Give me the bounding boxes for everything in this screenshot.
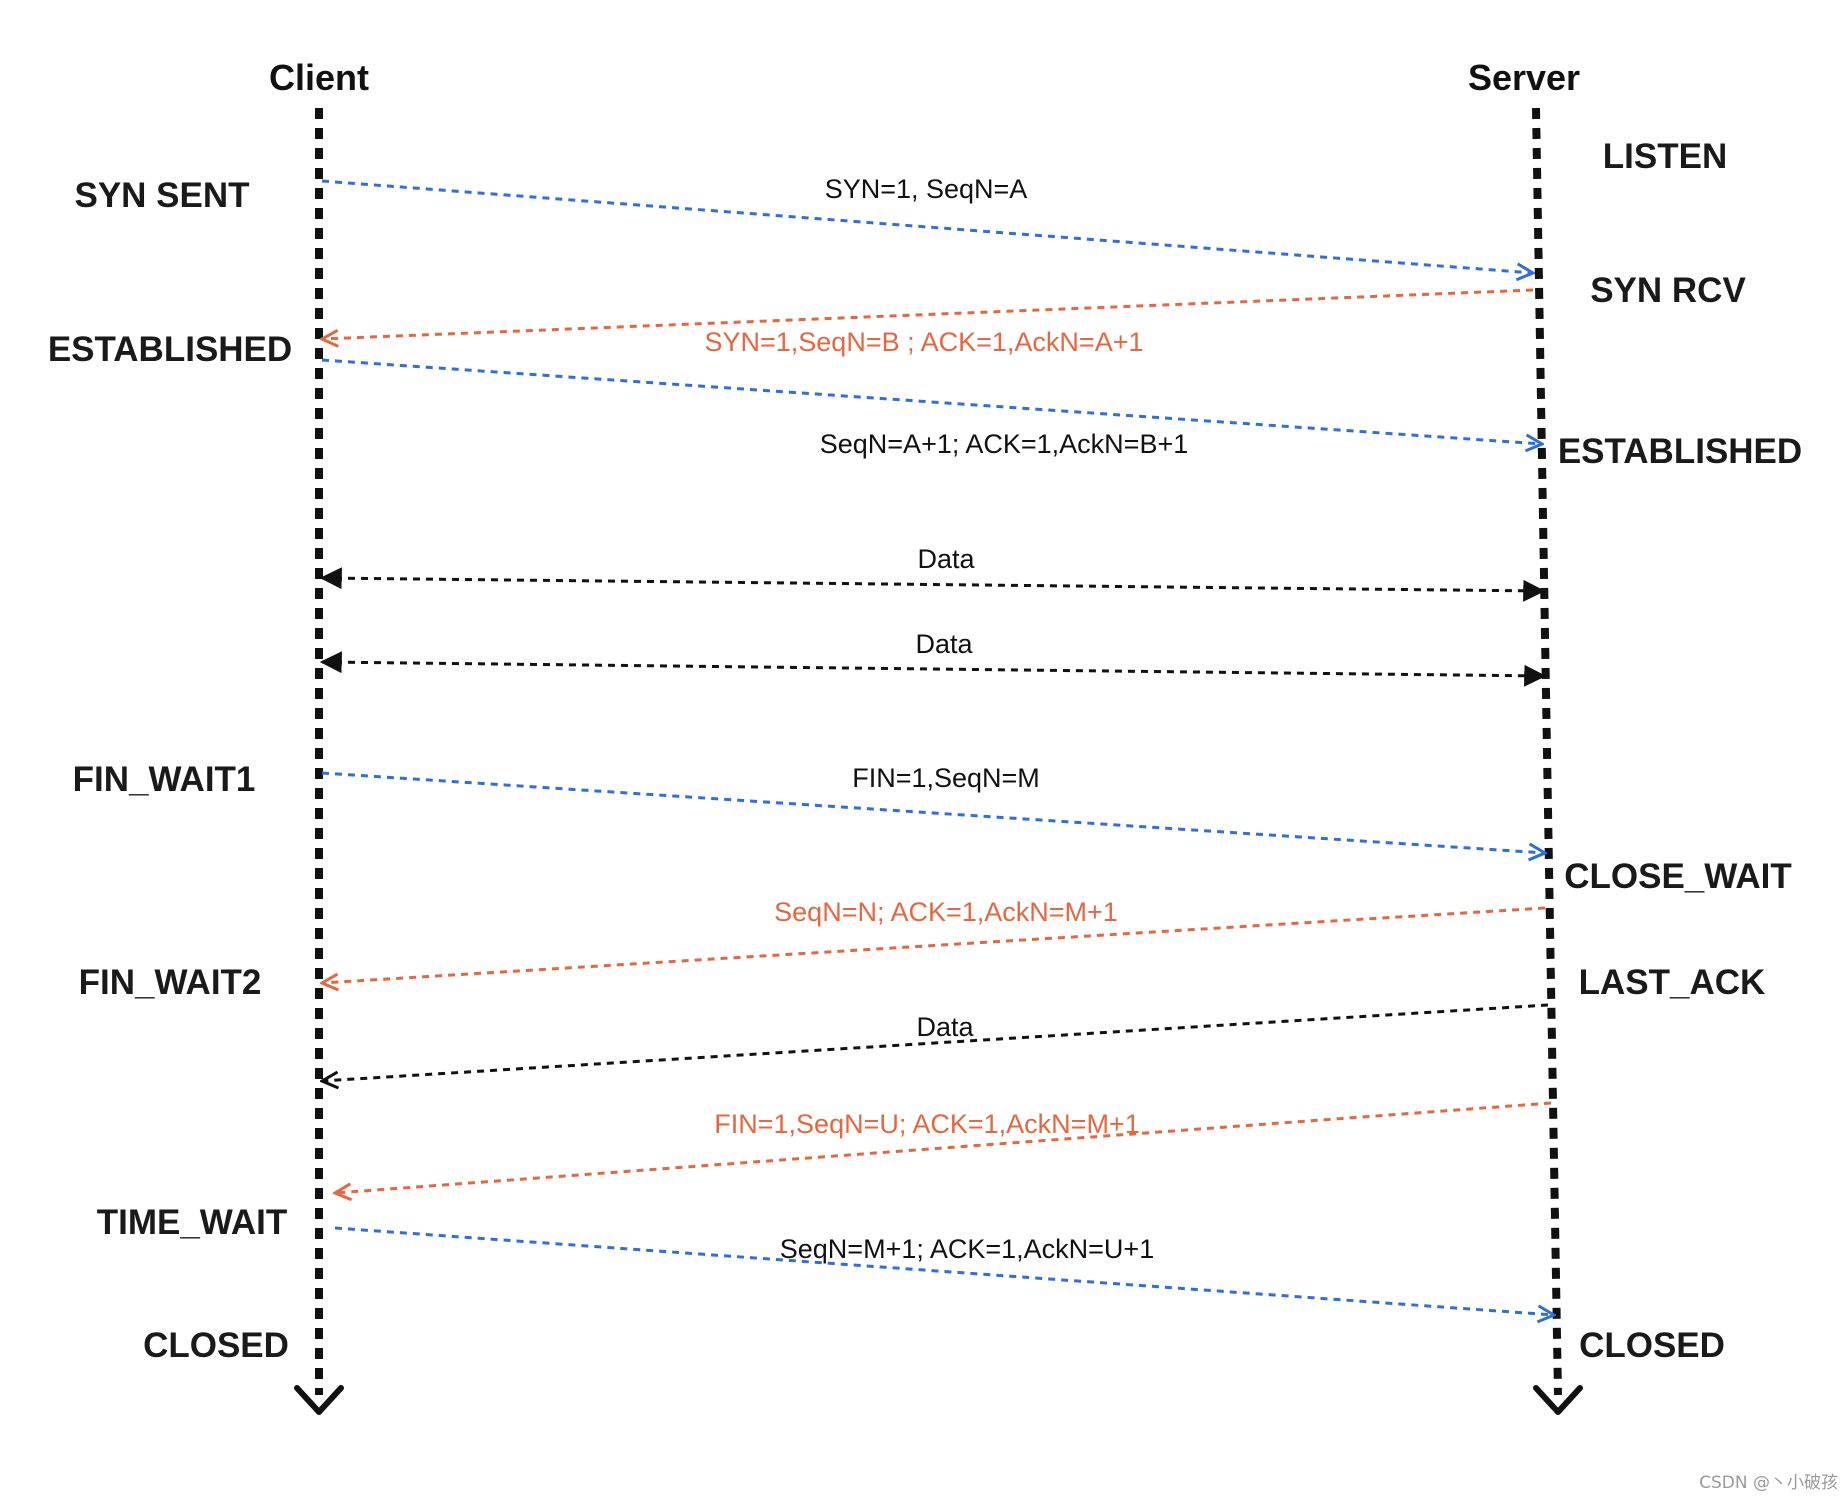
message-label-server-fin: FIN=1,SeqN=U; ACK=1,AckN=M+1 [714,1109,1139,1139]
watermark: CSDN @丶小破孩 [1699,1473,1838,1493]
client-lifeline-end-icon [294,1385,344,1415]
server-state-syn-rcv: SYN RCV [1590,271,1746,310]
client-state-fin-wait2: FIN_WAIT2 [79,963,262,1002]
server-state-last-ack: LAST_ACK [1579,963,1766,1002]
message-label-ack: SeqN=A+1; ACK=1,AckN=B+1 [820,429,1188,459]
server-state-listen: LISTEN [1603,137,1727,176]
message-arrow-data-2 [319,651,1547,687]
message-arrow-data-1 [319,567,1546,602]
message-arrow-final-ack [334,1226,1554,1315]
client-state-syn-sent: SYN SENT [74,176,249,215]
message-label-syn: SYN=1, SeqN=A [825,174,1028,204]
client-state-fin-wait1: FIN_WAIT1 [73,760,256,799]
server-title: Server [1468,57,1580,98]
message-label-data-3: Data [916,1012,974,1042]
message-arrow-fin-ack [322,906,1546,983]
message-arrow-fin [321,771,1545,853]
client-state-established: ESTABLISHED [48,330,292,369]
client-title: Client [269,57,369,98]
message-label-final-ack: SeqN=M+1; ACK=1,AckN=U+1 [780,1234,1154,1264]
server-lifeline-end-icon [1533,1385,1583,1415]
message-label-data-1: Data [917,544,975,574]
message-label-data-2: Data [915,629,973,659]
message-arrow-syn-ack [322,288,1534,339]
client-state-time-wait: TIME_WAIT [97,1203,288,1242]
server-state-closed: CLOSED [1579,1326,1725,1365]
server-state-established: ESTABLISHED [1558,432,1802,471]
message-label-syn-ack: SYN=1,SeqN=B ; ACK=1,AckN=A+1 [704,327,1143,357]
server-lifeline [1532,107,1562,1396]
message-label-fin: FIN=1,SeqN=M [852,763,1040,793]
message-arrow-data-3 [322,1003,1549,1081]
client-state-closed: CLOSED [143,1326,289,1365]
message-arrow-server-fin [335,1101,1552,1193]
message-arrow-ack [321,358,1542,444]
server-state-close-wait: CLOSE_WAIT [1564,857,1792,896]
message-label-fin-ack: SeqN=N; ACK=1,AckN=M+1 [774,897,1118,927]
